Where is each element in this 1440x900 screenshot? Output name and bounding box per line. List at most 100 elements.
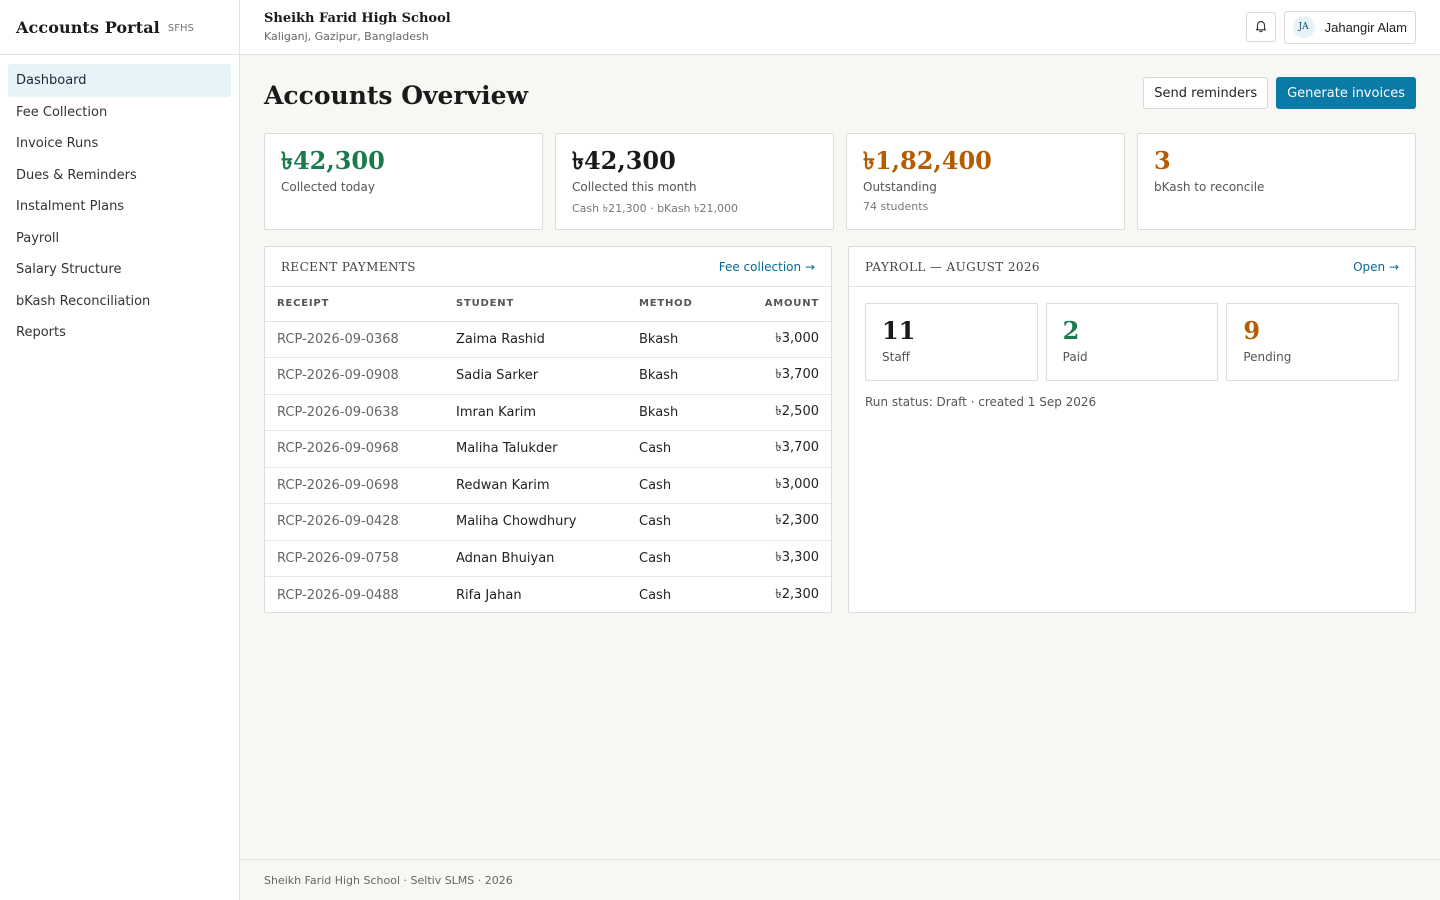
cell-method: Cash xyxy=(627,430,729,468)
stat-sub: Cash ৳21,300 · bKash ৳21,000 xyxy=(572,202,738,215)
sidebar-item-dashboard[interactable]: Dashboard xyxy=(8,64,231,97)
sidebar-item-salary-structure[interactable]: Salary Structure xyxy=(16,262,122,277)
stat-value: 2 xyxy=(1062,316,1080,345)
sidebar-item-reports[interactable]: Reports xyxy=(16,325,66,340)
page-actions: Send reminders Generate invoices xyxy=(1143,77,1416,109)
stat-value: ৳42,300 xyxy=(281,146,385,175)
column-header-student[interactable]: STUDENT xyxy=(444,287,627,322)
sidebar-item-fee-collection[interactable]: Fee Collection xyxy=(16,104,108,120)
cell-method: Cash xyxy=(639,587,672,603)
stat-label: Outstanding xyxy=(863,180,937,194)
cell-method: Cash xyxy=(627,503,729,541)
payroll-body: 11 Staff 2 Paid 9 Pending Run status: Dr… xyxy=(849,287,1415,425)
cell-student: Sadia Sarker xyxy=(444,357,627,395)
sidebar-item-invoice-runs[interactable]: Invoice Runs xyxy=(16,136,99,151)
stat-value: 3 xyxy=(1154,146,1171,175)
table-row[interactable]: RCP-2026-09-0968 Maliha Talukder Cash ৳3,70… xyxy=(265,430,831,468)
payroll-panel: PAYROLL — AUGUST 2026 Open → 11 Staff 2 … xyxy=(848,246,1416,613)
cell-student: Adnan Bhuiyan xyxy=(444,540,627,577)
cell-method: Cash xyxy=(627,540,729,577)
cell-amount: ৳2,500 xyxy=(728,394,831,431)
stat-value: ৳42,300 xyxy=(572,146,676,175)
footer: Sheikh Farid High School · Seltiv SLMS ·… xyxy=(240,859,1440,900)
stat-value: 11 xyxy=(882,316,916,345)
bell-icon xyxy=(1254,19,1268,36)
table-row[interactable]: RCP-2026-09-0638 Imran Karim Bkash ৳2,500 xyxy=(265,394,831,431)
school-info: Sheikh Farid High School Kaliganj, Gazip… xyxy=(264,11,451,43)
cell-amount: ৳2,300 xyxy=(775,586,819,602)
fee-collection-link[interactable]: Fee collection → xyxy=(718,259,815,274)
stat-collected-month: ৳42,300 Collected this month Cash ৳21,30… xyxy=(555,133,834,230)
generate-invoices-button[interactable]: Generate invoices xyxy=(1276,77,1416,109)
payroll-stat-paid: 2 Paid xyxy=(1045,303,1219,381)
user-menu-button[interactable]: JA Jahangir Alam xyxy=(1283,10,1416,44)
cell-amount: ৳3,300 xyxy=(728,540,831,577)
cell-receipt: RCP-2026-09-0488 xyxy=(277,587,399,603)
open-payroll-link[interactable]: Open → xyxy=(1353,259,1399,274)
payroll-stat-pending: 9 Pending xyxy=(1226,303,1400,381)
topbar-actions: JA Jahangir Alam xyxy=(1245,10,1416,44)
column-header-receipt[interactable]: RECEIPT xyxy=(265,287,444,322)
payments-table: RECEIPT STUDENT METHOD AMOUNT RCP-2026-0… xyxy=(265,287,831,613)
stat-value: 9 xyxy=(1243,316,1261,345)
send-reminders-button[interactable]: Send reminders xyxy=(1143,77,1269,109)
cell-amount: ৳3,000 xyxy=(728,467,831,504)
stat-label: Collected today xyxy=(281,180,376,194)
sidebar-item-instalment-plans[interactable]: Instalment Plans xyxy=(16,199,125,214)
stat-sub: 74 students xyxy=(863,200,929,213)
footer-text: Sheikh Farid High School · Seltiv SLMS ·… xyxy=(264,873,513,887)
sidebar-item-bkash-reconciliation[interactable]: bKash Reconciliation xyxy=(16,293,151,309)
payroll-stats: 11 Staff 2 Paid 9 Pending xyxy=(865,303,1400,381)
cell-receipt: RCP-2026-09-0368 xyxy=(265,321,444,358)
notifications-button[interactable] xyxy=(1245,12,1276,42)
stat-label: Pending xyxy=(1243,350,1292,364)
cell-student: Maliha Chowdhury xyxy=(444,503,627,541)
panel-header: PAYROLL — AUGUST 2026 Open → xyxy=(849,247,1415,287)
table-row[interactable]: RCP-2026-09-0758 Adnan Bhuiyan Cash ৳3,300 xyxy=(265,540,831,577)
table-row[interactable]: RCP-2026-09-0908 Sadia Sarker Bkash ৳3,700 xyxy=(265,357,831,395)
cell-receipt: RCP-2026-09-0968 xyxy=(265,430,444,468)
school-name: Sheikh Farid High School xyxy=(264,11,451,26)
payroll-stat-staff: 11 Staff xyxy=(865,303,1038,381)
cell-method: Cash xyxy=(627,467,729,504)
stat-label: Paid xyxy=(1062,350,1088,364)
recent-payments-panel: RECENT PAYMENTS Fee collection → RECEIPT… xyxy=(264,246,832,613)
sidebar: Accounts Portal SFHS Dashboard Fee Colle… xyxy=(0,0,240,900)
stat-label: Staff xyxy=(882,350,910,364)
table-row[interactable]: RCP-2026-09-0488 Rifa Jahan Cash ৳2,300 xyxy=(265,577,831,614)
main-content: Accounts Overview Send reminders Generat… xyxy=(264,55,1416,613)
cell-student: Maliha Talukder xyxy=(444,430,627,468)
brand: Accounts Portal SFHS xyxy=(0,0,239,55)
cell-student: Redwan Karim xyxy=(444,467,627,504)
cell-amount: ৳2,300 xyxy=(728,503,831,541)
table-row[interactable]: RCP-2026-09-0368 Zaima Rashid Bkash ৳3,000 xyxy=(265,321,831,358)
page-header: Accounts Overview Send reminders Generat… xyxy=(264,55,1416,133)
table-header-row: RECEIPT STUDENT METHOD AMOUNT xyxy=(265,287,831,322)
avatar: JA xyxy=(1292,16,1315,38)
panels-row: RECENT PAYMENTS Fee collection → RECEIPT… xyxy=(264,246,1416,613)
table-row[interactable]: RCP-2026-09-0698 Redwan Karim Cash ৳3,000 xyxy=(265,467,831,504)
column-header-amount[interactable]: AMOUNT xyxy=(728,287,831,322)
cell-receipt: RCP-2026-09-0698 xyxy=(265,467,444,504)
topbar: Sheikh Farid High School Kaliganj, Gazip… xyxy=(240,0,1440,55)
sidebar-nav: Dashboard Fee Collection Invoice Runs Du… xyxy=(0,55,239,357)
payments-table-body: RCP-2026-09-0368 Zaima Rashid Bkash ৳3,000 R… xyxy=(265,321,831,613)
cell-student: Rifa Jahan xyxy=(456,587,522,603)
cell-amount: ৳3,000 xyxy=(728,321,831,358)
panel-title: PAYROLL — AUGUST 2026 xyxy=(865,259,1040,274)
sidebar-item-dues-reminders[interactable]: Dues & Reminders xyxy=(16,167,137,183)
stat-label: bKash to reconcile xyxy=(1154,180,1265,194)
panel-title: RECENT PAYMENTS xyxy=(281,259,416,274)
stat-label: Collected this month xyxy=(572,180,697,194)
column-header-method[interactable]: METHOD xyxy=(627,287,729,322)
school-code: SFHS xyxy=(167,23,194,34)
table-row[interactable]: RCP-2026-09-0428 Maliha Chowdhury Cash ৳2,3… xyxy=(265,503,831,541)
cell-receipt: RCP-2026-09-0638 xyxy=(265,394,444,431)
sidebar-item-payroll[interactable]: Payroll xyxy=(16,230,60,246)
cell-student: Imran Karim xyxy=(444,394,627,431)
panel-header: RECENT PAYMENTS Fee collection → xyxy=(265,247,831,287)
stat-value: ৳1,82,400 xyxy=(863,146,992,175)
stat-outstanding: ৳1,82,400 Outstanding 74 students xyxy=(846,133,1125,230)
user-name: Jahangir Alam xyxy=(1324,19,1407,35)
cell-receipt: RCP-2026-09-0428 xyxy=(265,503,444,541)
